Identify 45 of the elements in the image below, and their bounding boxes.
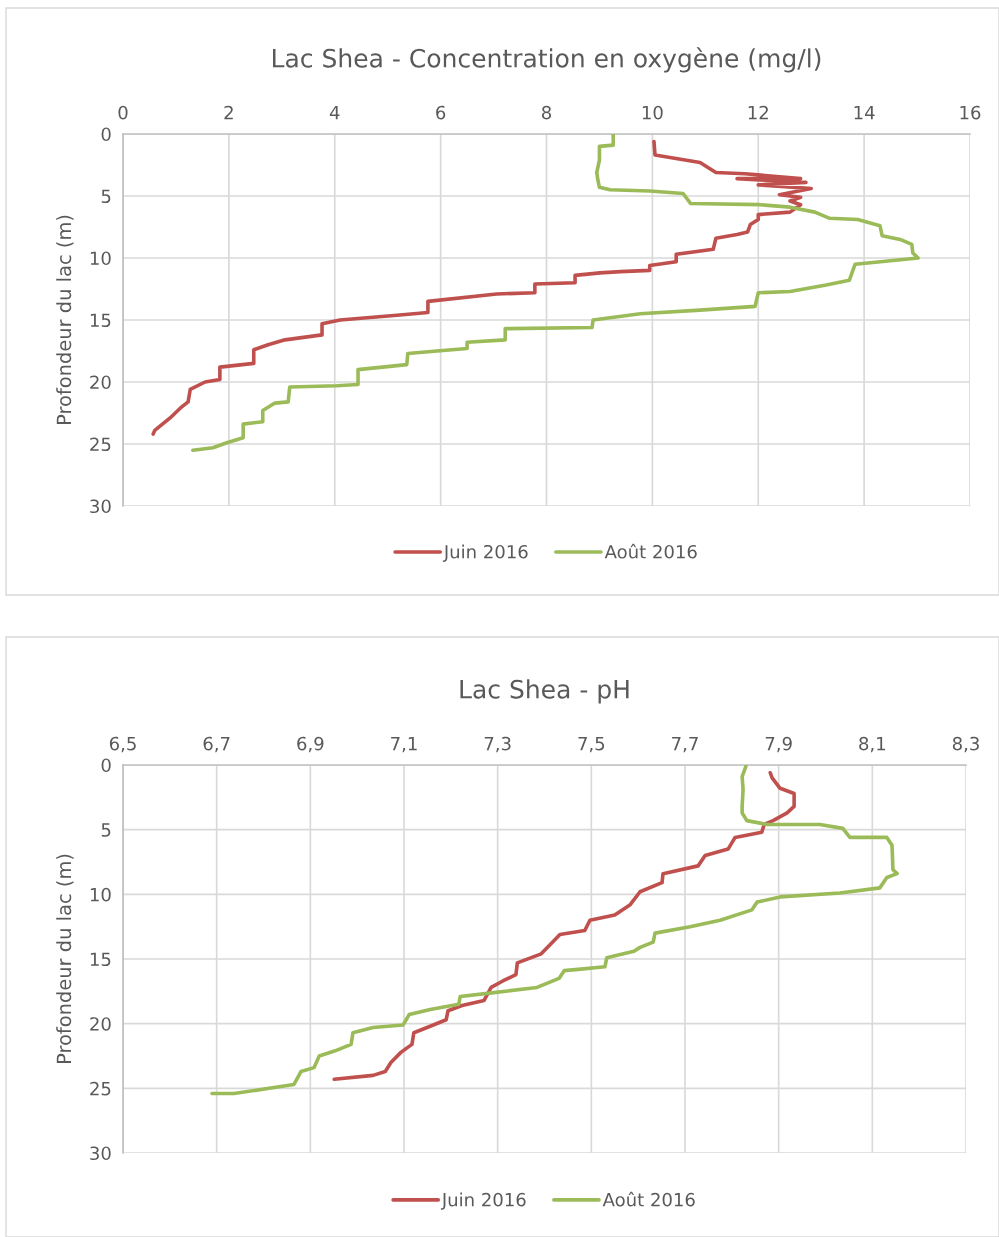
- y-axis-title: Profondeur du lac (m): [56, 854, 74, 1064]
- chart-title: Lac Shea - pH: [460, 679, 629, 704]
- x-tick-label: 12: [748, 105, 768, 120]
- x-tick-label: 7,1: [391, 736, 417, 753]
- x-tick-label: 7,3: [484, 736, 511, 753]
- x-tick-label: 6,9: [297, 736, 324, 753]
- x-tick-label: 7,5: [578, 736, 605, 753]
- y-tick-label: 25: [90, 437, 111, 452]
- line-series: [332, 770, 796, 1082]
- x-tick-label: 2: [224, 105, 233, 120]
- y-tick-label: 25: [90, 1081, 111, 1096]
- x-tick-label: 8: [541, 105, 552, 120]
- x-tick-label: 6,5: [109, 736, 136, 753]
- y-tick-label: 30: [90, 499, 111, 514]
- x-tick-label: 7,7: [672, 736, 698, 753]
- y-tick-label: 30: [90, 1146, 111, 1161]
- x-tick-label: 16: [960, 105, 981, 120]
- x-tick-label: 6,7: [203, 736, 230, 753]
- y-tick-label: 20: [90, 1017, 111, 1031]
- x-tick-label: 10: [642, 105, 663, 120]
- y-tick-label: 20: [90, 375, 111, 390]
- y-tick-label: 5: [101, 189, 111, 204]
- legend-label: Août 2016: [604, 543, 697, 559]
- legend-label: Août 2016: [602, 1191, 695, 1207]
- x-tick-label: 8,1: [859, 736, 886, 753]
- y-tick-label: 0: [101, 758, 111, 773]
- legend-label: Juin 2016: [440, 1192, 526, 1210]
- y-tick-label: 10: [90, 887, 111, 902]
- y-tick-label: 10: [90, 251, 111, 266]
- y-axis-title: Profondeur du lac (m): [56, 215, 74, 425]
- x-tick-label: 6: [436, 105, 446, 120]
- x-tick-label: 0: [118, 105, 128, 120]
- line-series: [191, 134, 920, 453]
- x-tick-label: 14: [854, 105, 875, 120]
- y-tick-label: 15: [90, 952, 111, 967]
- y-tick-label: 5: [101, 823, 111, 837]
- x-tick-label: 4: [329, 105, 340, 120]
- y-tick-label: 0: [101, 127, 111, 142]
- chart-title: Lac Shea - Concentration en oxygène (mg/l): [273, 47, 821, 73]
- line-series: [210, 765, 899, 1096]
- x-tick-label: 7,9: [765, 736, 792, 753]
- x-tick-label: 8,3: [952, 736, 979, 753]
- legend-label: Juin 2016: [442, 544, 528, 562]
- line-series: [151, 139, 813, 436]
- y-tick-label: 15: [90, 313, 111, 328]
